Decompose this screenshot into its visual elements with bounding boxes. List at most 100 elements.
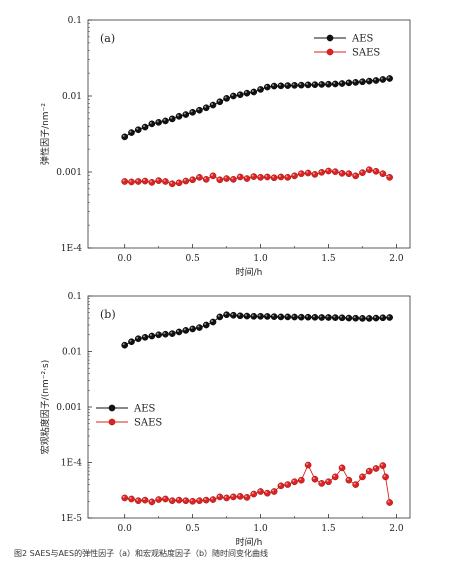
data-point-highlight: [299, 315, 302, 318]
data-point: [331, 314, 339, 321]
series-line: [124, 169, 390, 185]
data-point-highlight: [278, 483, 281, 486]
data-point-highlight: [374, 78, 377, 81]
data-point: [189, 108, 196, 116]
data-point: [175, 328, 183, 336]
data-point-highlight: [143, 179, 146, 182]
data-point: [352, 79, 360, 86]
data-point: [168, 497, 176, 505]
data-point: [379, 314, 387, 322]
data-point-highlight: [190, 110, 193, 113]
y-tick-label: 0.1: [68, 292, 82, 302]
data-point-highlight: [367, 79, 370, 82]
data-point-highlight: [251, 89, 254, 92]
data-point: [148, 179, 156, 186]
legend-marker: [326, 34, 334, 42]
data-point-highlight: [149, 121, 152, 124]
data-point-highlight: [183, 179, 186, 182]
data-point-highlight: [122, 134, 125, 137]
data-point-highlight: [149, 334, 152, 337]
data-point: [270, 488, 278, 495]
data-point: [372, 314, 380, 322]
data-point-highlight: [136, 336, 139, 339]
data-point: [365, 467, 373, 475]
data-point: [365, 166, 373, 174]
data-point: [236, 173, 244, 181]
data-point: [345, 314, 353, 322]
data-point: [236, 91, 244, 99]
data-point-highlight: [136, 498, 139, 501]
data-point-highlight: [258, 87, 261, 90]
data-point: [209, 496, 217, 503]
data-point: [372, 465, 380, 472]
series-line: [124, 78, 390, 138]
y-tick-label: 1E-5: [61, 514, 83, 524]
data-point: [202, 176, 210, 183]
data-point: [297, 313, 305, 321]
data-point: [263, 83, 271, 91]
data-point: [365, 315, 373, 322]
data-point-highlight: [238, 494, 241, 497]
data-point-highlight: [387, 315, 390, 318]
data-point-highlight: [326, 169, 329, 172]
data-point: [338, 464, 346, 472]
data-point: [121, 494, 129, 502]
data-point-highlight: [190, 177, 193, 180]
data-point-highlight: [258, 489, 261, 492]
data-point: [291, 172, 298, 180]
data-point: [386, 75, 393, 82]
data-point: [331, 80, 339, 88]
data-point: [284, 481, 292, 488]
data-point-highlight: [177, 498, 180, 501]
data-point-highlight: [353, 173, 356, 176]
data-point: [128, 495, 135, 503]
data-point-highlight: [129, 179, 132, 182]
data-point: [352, 481, 360, 488]
data-point: [243, 89, 251, 97]
data-point: [182, 497, 190, 505]
legend: AES SAES: [96, 404, 162, 429]
chart-panel-a: 0.0 0.5 1.0 1.5 2.0 0.1 0.01 0.001 1E-4 时间/h 弹性因子/…: [39, 16, 411, 278]
data-point: [318, 168, 326, 176]
y-tick-label: 0.01: [62, 92, 82, 102]
data-point: [372, 77, 380, 84]
data-point-highlight: [292, 315, 295, 318]
data-point-highlight: [312, 315, 315, 318]
data-point: [230, 311, 237, 319]
data-point-highlight: [346, 80, 349, 83]
data-point: [121, 178, 129, 185]
data-point-highlight: [292, 479, 295, 482]
data-point: [128, 178, 135, 186]
data-point: [291, 82, 298, 89]
data-point: [379, 76, 387, 83]
data-point: [325, 478, 332, 486]
data-point: [297, 81, 305, 89]
data-point-highlight: [285, 482, 288, 485]
data-point-highlight: [163, 332, 166, 335]
data-point: [311, 313, 319, 321]
data-point: [202, 496, 210, 504]
data-point: [352, 172, 360, 180]
data-point-highlight: [183, 328, 186, 331]
data-point-highlight: [333, 81, 336, 84]
data-point: [325, 314, 332, 321]
data-point: [284, 313, 292, 321]
data-point: [134, 497, 142, 505]
data-point-highlight: [367, 469, 370, 472]
series-aes: [121, 311, 393, 349]
data-point-highlight: [183, 498, 186, 501]
data-point: [155, 496, 162, 503]
data-point-highlight: [177, 114, 180, 117]
data-point: [250, 312, 258, 320]
data-point: [263, 489, 271, 497]
data-point: [277, 482, 285, 490]
data-point: [182, 111, 190, 118]
data-point-highlight: [238, 313, 241, 316]
data-point-highlight: [374, 316, 377, 319]
data-point: [243, 494, 251, 501]
data-point: [223, 311, 230, 319]
x-tick-label: 1.5: [321, 524, 336, 534]
data-point: [386, 499, 393, 506]
data-point-highlight: [204, 323, 207, 326]
data-point: [202, 104, 210, 112]
